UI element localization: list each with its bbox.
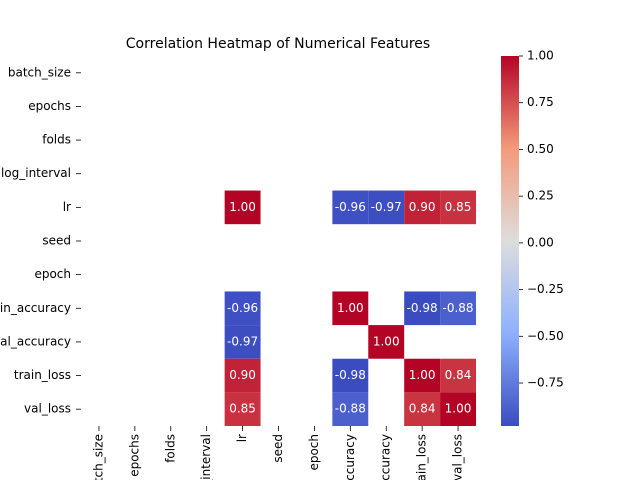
heatmap-cell: [440, 291, 476, 326]
cell-label: 1.00: [373, 334, 400, 348]
heatmap-cell: [332, 190, 369, 225]
cell-label: -0.98: [407, 301, 438, 315]
y-tick-label: folds: [42, 133, 71, 147]
x-tick-label: batch_size: [91, 434, 105, 480]
y-tick-label: val_loss: [24, 402, 71, 416]
heatmap-cell: [224, 392, 261, 426]
y-tick-label: train_accuracy: [0, 301, 71, 315]
x-tick-label: train_accuracy: [343, 434, 357, 480]
chart-title: Correlation Heatmap of Numerical Feature…: [126, 36, 430, 52]
heatmap-cell: [404, 392, 441, 426]
x-tick-label: train_loss: [415, 434, 429, 480]
colorbar-tick-label: 0.50: [527, 142, 554, 156]
cell-label: -0.88: [335, 402, 366, 416]
cell-label: 1.00: [445, 402, 472, 416]
y-tick-label: log_interval: [1, 166, 71, 180]
x-tick-label: folds: [163, 434, 177, 463]
heatmap-cell: [368, 325, 405, 359]
cell-label: 0.85: [445, 200, 472, 214]
x-tick-label: val_loss: [451, 434, 465, 480]
cell-label: 0.90: [229, 368, 256, 382]
x-tick-label: epoch: [307, 434, 321, 471]
y-tick-label: seed: [42, 234, 71, 248]
cell-label: 1.00: [229, 200, 256, 214]
heatmap-cell: [224, 325, 261, 359]
heatmap-cell: [440, 190, 476, 225]
cell-label: 0.84: [409, 402, 436, 416]
x-tick-label: log_interval: [199, 434, 213, 480]
cell-label: 1.00: [337, 301, 364, 315]
cell-label: -0.97: [371, 200, 402, 214]
cell-label: -0.96: [227, 301, 258, 315]
cell-label: 0.84: [445, 368, 472, 382]
colorbar-tick-label: −0.75: [527, 376, 564, 390]
heatmap-cell: [404, 358, 441, 393]
heatmap-cell: [404, 190, 441, 225]
x-tick-label: epochs: [127, 434, 141, 477]
cell-label: -0.98: [335, 368, 366, 382]
colorbar-tick-label: 0.25: [527, 189, 554, 203]
colorbar-tick-label: −0.25: [527, 282, 564, 296]
heatmap-cell: [332, 392, 369, 426]
cell-label: -0.88: [443, 301, 474, 315]
heatmap-cell: [368, 190, 405, 225]
heatmap-cell: [440, 358, 476, 393]
colorbar: [501, 56, 519, 426]
heatmap-cell: [224, 358, 261, 393]
heatmap-cell: [332, 358, 369, 393]
x-tick-label: lr: [235, 434, 249, 442]
heatmap-cell: [224, 190, 261, 225]
cell-label: 1.00: [409, 368, 436, 382]
colorbar-tick-label: 0.00: [527, 235, 554, 249]
y-tick-label: val_accuracy: [0, 334, 71, 348]
heatmap-cell: [224, 291, 261, 326]
heatmap-cell: [440, 392, 476, 426]
colorbar-tick-label: −0.50: [527, 329, 564, 343]
cell-label: 0.90: [409, 200, 436, 214]
cell-label: -0.96: [335, 200, 366, 214]
heatmap-cell: [404, 291, 441, 326]
y-tick-label: batch_size: [8, 65, 71, 79]
y-tick-label: epoch: [34, 267, 71, 281]
y-tick-label: lr: [63, 200, 71, 214]
cell-label: -0.97: [227, 334, 258, 348]
cell-label: 0.85: [229, 402, 256, 416]
colorbar-tick-label: 1.00: [527, 49, 554, 63]
x-tick-label: seed: [271, 434, 285, 463]
x-tick-label: val_accuracy: [379, 434, 393, 480]
colorbar-tick-label: 0.75: [527, 95, 554, 109]
heatmap-cell: [332, 291, 369, 326]
y-tick-label: epochs: [28, 99, 71, 113]
y-tick-label: train_loss: [14, 368, 71, 382]
